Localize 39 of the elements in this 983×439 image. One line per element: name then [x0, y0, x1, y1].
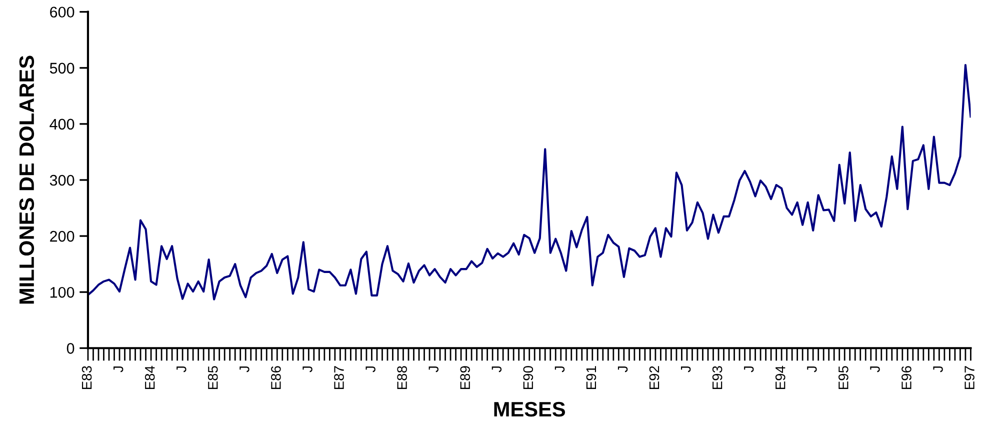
x-tick-label: E94 [775, 366, 786, 390]
x-tick-label: E91 [586, 366, 596, 390]
y-tick-label: 500 [50, 62, 74, 74]
x-tick-label: J [366, 366, 376, 372]
y-tick-label: 300 [50, 174, 74, 186]
x-tick-label: E85 [208, 366, 218, 390]
x-tick-label: E96 [902, 366, 912, 390]
y-tick-label: 400 [50, 118, 74, 130]
x-tick-label: J [176, 366, 186, 372]
x-tick-label: E95 [838, 366, 848, 390]
y-tick-label: 100 [50, 286, 74, 298]
x-axis-title: MESES [494, 402, 565, 417]
y-tick-label: 200 [50, 230, 74, 242]
x-tick-label: E88 [397, 366, 407, 390]
x-tick-label: E93 [712, 366, 722, 390]
x-tick-label: J [681, 366, 691, 372]
line-series [88, 64, 971, 300]
x-tick-label: J [302, 366, 312, 372]
x-tick-label: E92 [649, 366, 660, 390]
y-tick-label: 600 [50, 6, 74, 18]
x-tick-label: E83 [82, 366, 92, 390]
x-tick-label: E90 [523, 366, 534, 390]
y-axis-title: MILLONES DE DOLARES [19, 56, 34, 304]
x-tick-label: J [492, 366, 502, 372]
x-tick-label: E89 [460, 366, 470, 390]
x-tick-label: J [744, 366, 754, 372]
x-tick-label: J [933, 366, 943, 372]
x-tick-label: J [870, 366, 880, 372]
x-tick-label: J [114, 366, 124, 372]
x-tick-label: J [240, 366, 250, 372]
x-tick-label: E86 [271, 366, 281, 390]
x-tick-label: E84 [144, 366, 155, 390]
x-tick-label: J [554, 366, 565, 372]
x-tick-label: J [428, 366, 438, 372]
x-tick-label: E97 [964, 366, 974, 390]
x-tick-label: J [618, 366, 628, 372]
y-tick-label: 0 [66, 342, 74, 354]
x-tick-label: J [807, 366, 817, 372]
x-tick-label: E87 [334, 366, 344, 390]
